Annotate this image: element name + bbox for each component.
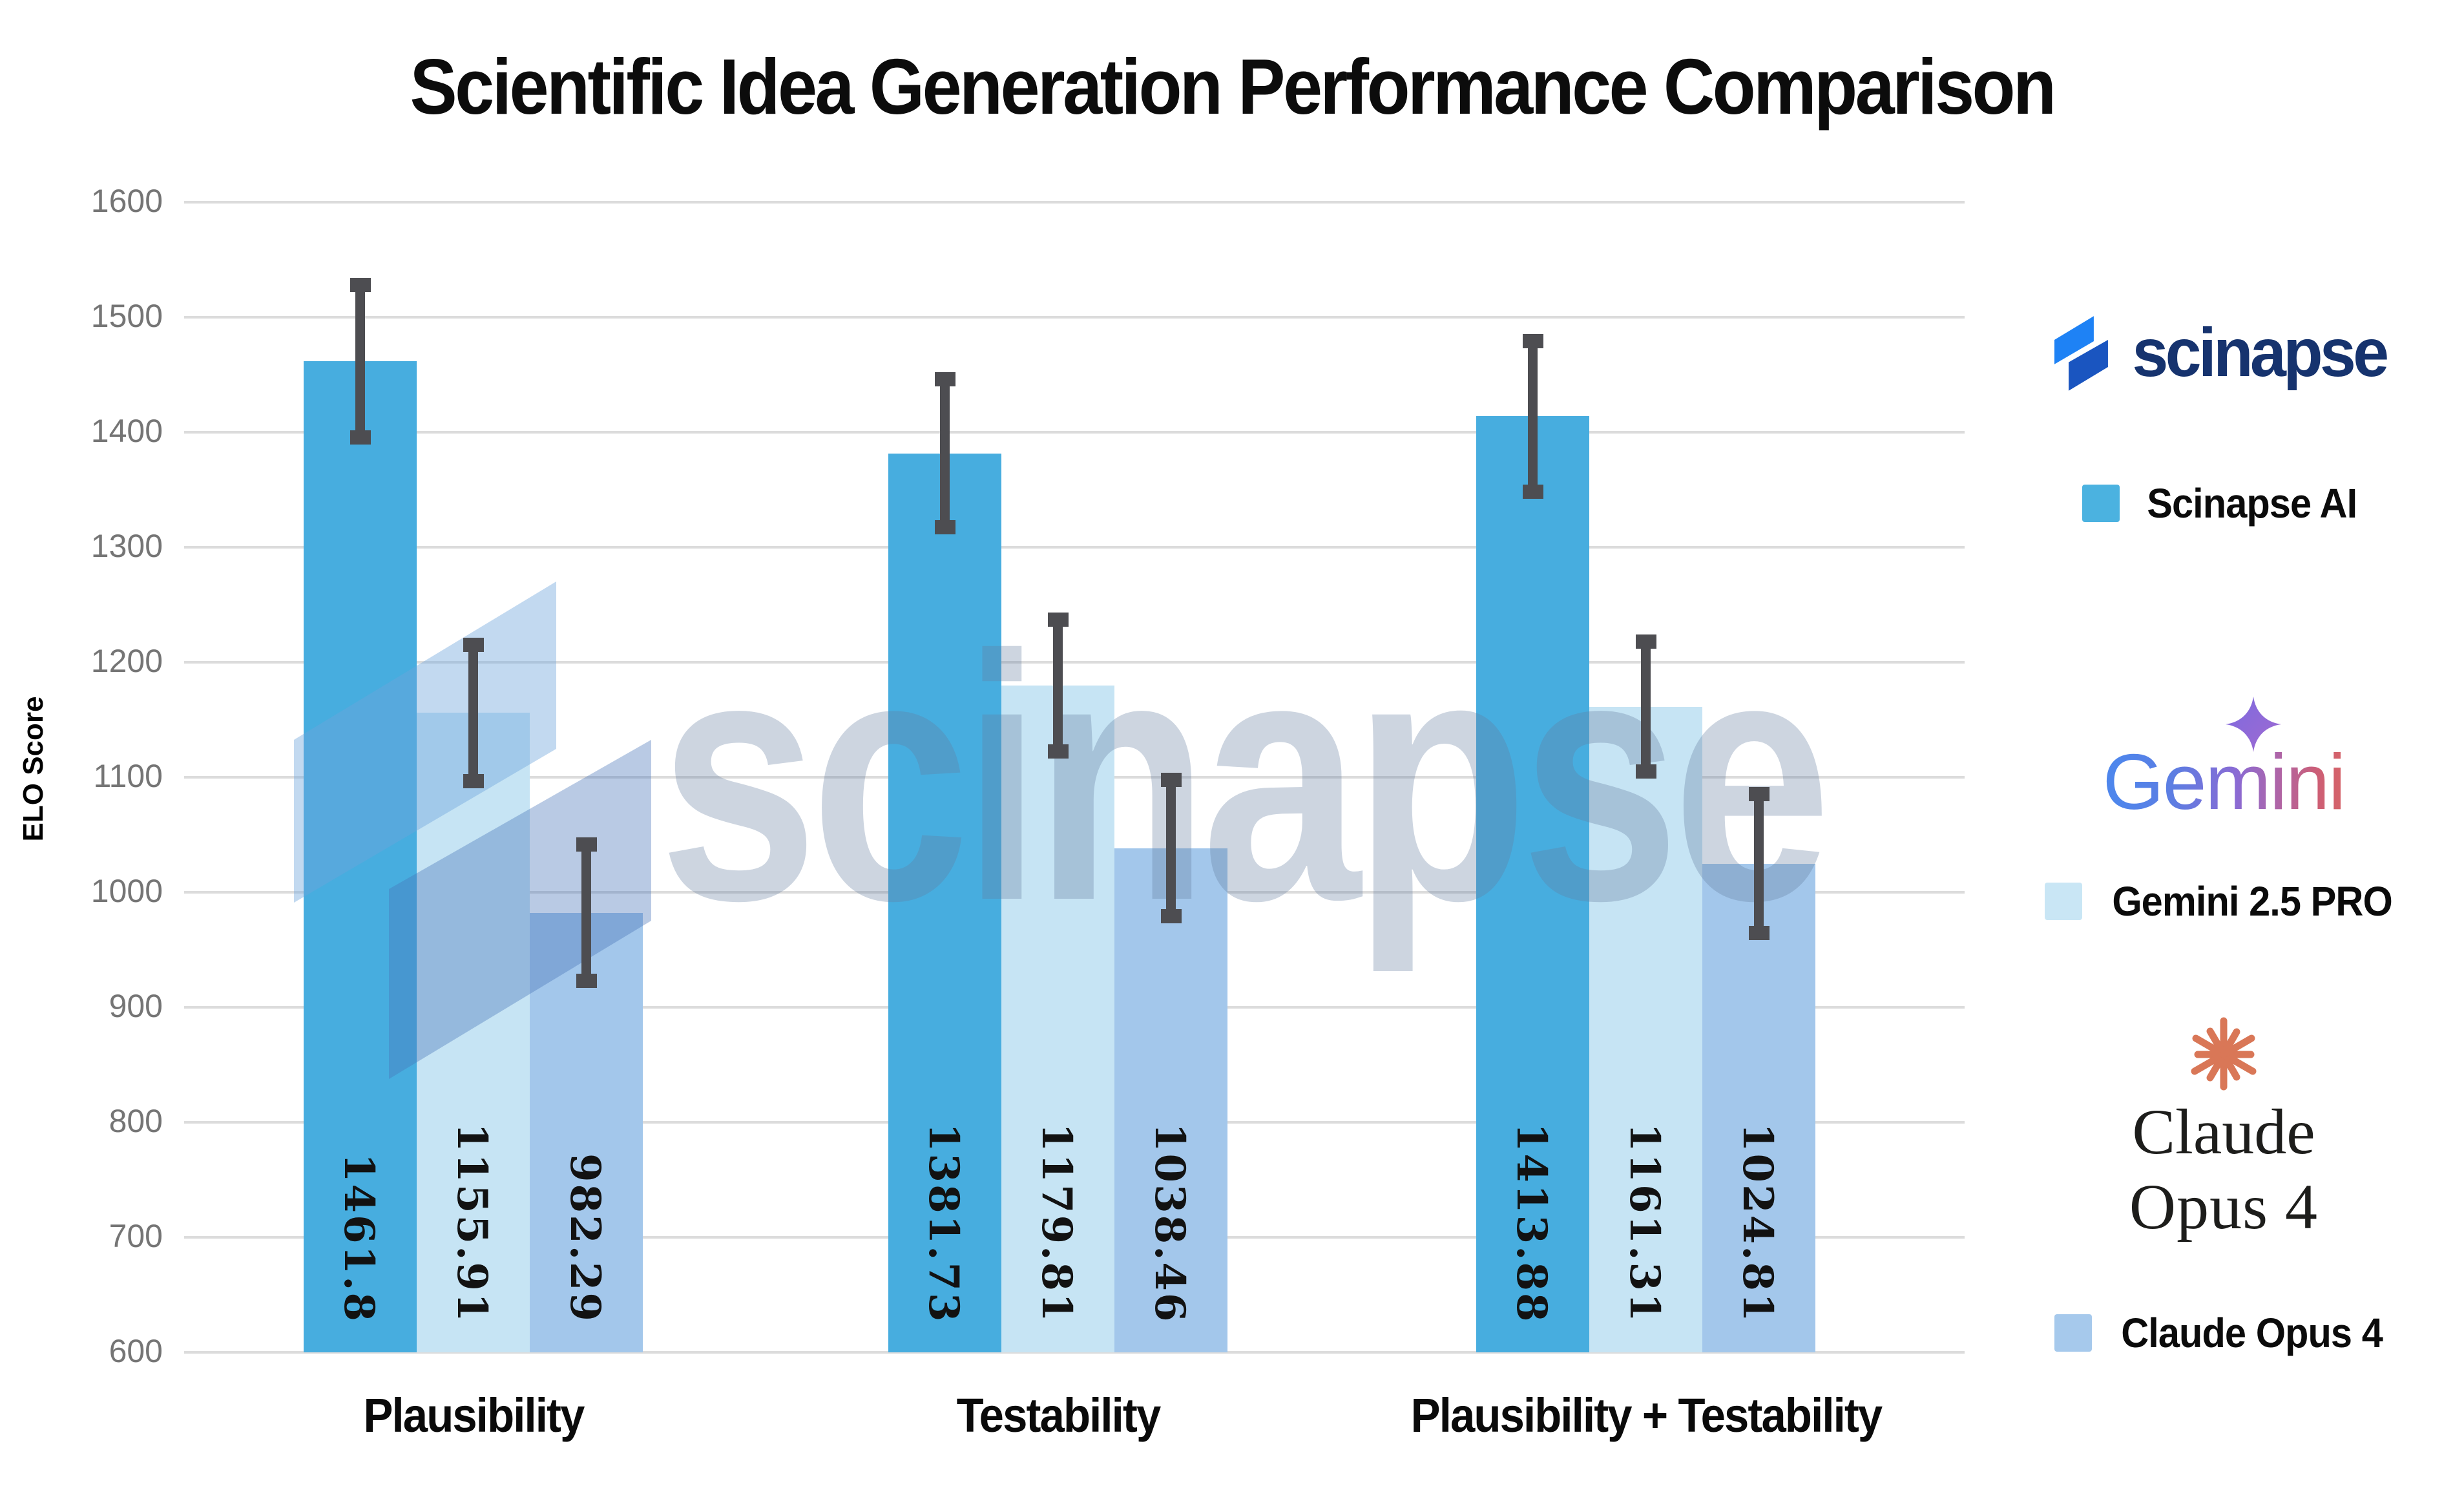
error-bar — [1528, 340, 1538, 492]
bar-value-label: 1038.46 — [1145, 1122, 1195, 1323]
y-tick-label: 1000 — [90, 873, 163, 909]
scinapse-logo-icon — [2054, 315, 2109, 391]
error-bar-cap-top — [463, 637, 484, 652]
error-bar-cap-top — [576, 837, 597, 852]
error-bar-cap-top — [1635, 634, 1656, 649]
y-tick-label: 800 — [109, 1103, 163, 1139]
legend-item-claude: Claude Opus 4 — [1990, 1309, 2458, 1357]
bar-value-label: 1024.81 — [1733, 1122, 1782, 1323]
bar-value-label: 1381.73 — [919, 1122, 968, 1323]
bar-value-label: 1413.88 — [1507, 1122, 1556, 1323]
scinapse-logo-watermark-icon — [294, 582, 651, 1079]
bar — [1001, 685, 1114, 1352]
error-bar-cap-bottom — [1635, 764, 1656, 779]
claude-logo — [1990, 1009, 2458, 1100]
gridline — [184, 546, 1965, 549]
y-tick-label: 1100 — [93, 758, 163, 794]
bar — [1114, 848, 1227, 1352]
scinapse-logo: scinapse — [1990, 314, 2458, 392]
claude-starburst-icon — [2191, 1017, 2257, 1091]
bar-value-label: 1461.8 — [335, 1153, 384, 1323]
legend-item-scinapse-ai: Scinapse AI — [1990, 479, 2458, 527]
error-bar — [1754, 793, 1764, 934]
error-bar-cap-bottom — [576, 974, 597, 989]
y-tick-label: 1300 — [90, 528, 163, 564]
y-tick-label: 1500 — [90, 298, 163, 334]
gemini-logo: Gemini — [1990, 697, 2458, 823]
gridline — [184, 661, 1965, 664]
error-bar — [1166, 779, 1176, 917]
x-category-label: Plausibility + Testability — [1410, 1389, 1883, 1442]
bar — [1589, 706, 1702, 1352]
error-bar-cap-top — [1160, 772, 1182, 787]
y-tick-label: 1400 — [90, 413, 163, 449]
error-bar — [355, 284, 365, 439]
scinapse-wordmark: scinapse — [2132, 315, 2389, 391]
gridline — [184, 431, 1965, 434]
y-tick-label: 900 — [109, 988, 163, 1024]
error-bar-cap-bottom — [1748, 926, 1770, 941]
error-bar-cap-bottom — [463, 774, 484, 789]
error-bar-cap-bottom — [350, 430, 371, 445]
legend-label-gemini: Gemini 2.5 PRO — [2112, 878, 2392, 925]
error-bar-cap-bottom — [1160, 909, 1182, 924]
gridline — [184, 201, 1965, 204]
x-category-label: Testability — [956, 1389, 1161, 1442]
gemini-sparkle-icon — [2226, 697, 2281, 752]
legend-label-claude: Claude Opus 4 — [2121, 1310, 2384, 1356]
y-tick-label: 700 — [109, 1218, 163, 1254]
bar — [888, 453, 1001, 1352]
error-bar-cap-top — [1047, 612, 1069, 627]
error-bar-cap-top — [1748, 787, 1770, 802]
legend-label-scinapse-ai: Scinapse AI — [2147, 480, 2358, 527]
chart-title: Scientific Idea Generation Performance C… — [410, 43, 2057, 131]
bar-value-label: 1155.91 — [448, 1122, 497, 1323]
error-bar — [940, 378, 950, 529]
gemini-wordmark: Gemini — [2102, 738, 2346, 826]
error-bar — [581, 843, 591, 982]
claude-wordmark: Claude Opus 4 — [1990, 1095, 2458, 1244]
error-bar-cap-top — [934, 372, 955, 386]
error-bar — [468, 644, 478, 782]
claude-wordmark-line2: Opus 4 — [2129, 1171, 2319, 1242]
x-category-label: Plausibility — [362, 1389, 585, 1442]
bar-value-label: 1161.31 — [1620, 1122, 1669, 1323]
gridline — [184, 1351, 1965, 1354]
error-bar-cap-bottom — [934, 520, 955, 535]
y-tick-label: 600 — [109, 1333, 163, 1369]
legend-item-gemini: Gemini 2.5 PRO — [1990, 877, 2458, 925]
scinapse-ai-swatch — [2082, 485, 2120, 522]
error-bar — [1053, 618, 1063, 753]
bar-value-label: 1179.81 — [1032, 1122, 1081, 1323]
bar-value-label: 982.29 — [561, 1153, 610, 1323]
error-bar — [1641, 641, 1651, 773]
bar — [1476, 416, 1589, 1352]
error-bar-cap-top — [350, 277, 371, 292]
claude-swatch — [2054, 1314, 2093, 1352]
error-bar-cap-bottom — [1522, 484, 1543, 499]
y-tick-label: 1200 — [90, 643, 163, 679]
claude-wordmark-line1: Claude — [2132, 1096, 2315, 1168]
error-bar-cap-bottom — [1047, 744, 1069, 759]
error-bar-cap-top — [1522, 333, 1543, 348]
y-tick-label: 1600 — [90, 183, 163, 219]
bar — [304, 361, 417, 1352]
bar — [417, 713, 530, 1352]
bar — [1702, 863, 1815, 1352]
gemini-swatch — [2044, 883, 2082, 920]
gridline — [184, 316, 1965, 319]
